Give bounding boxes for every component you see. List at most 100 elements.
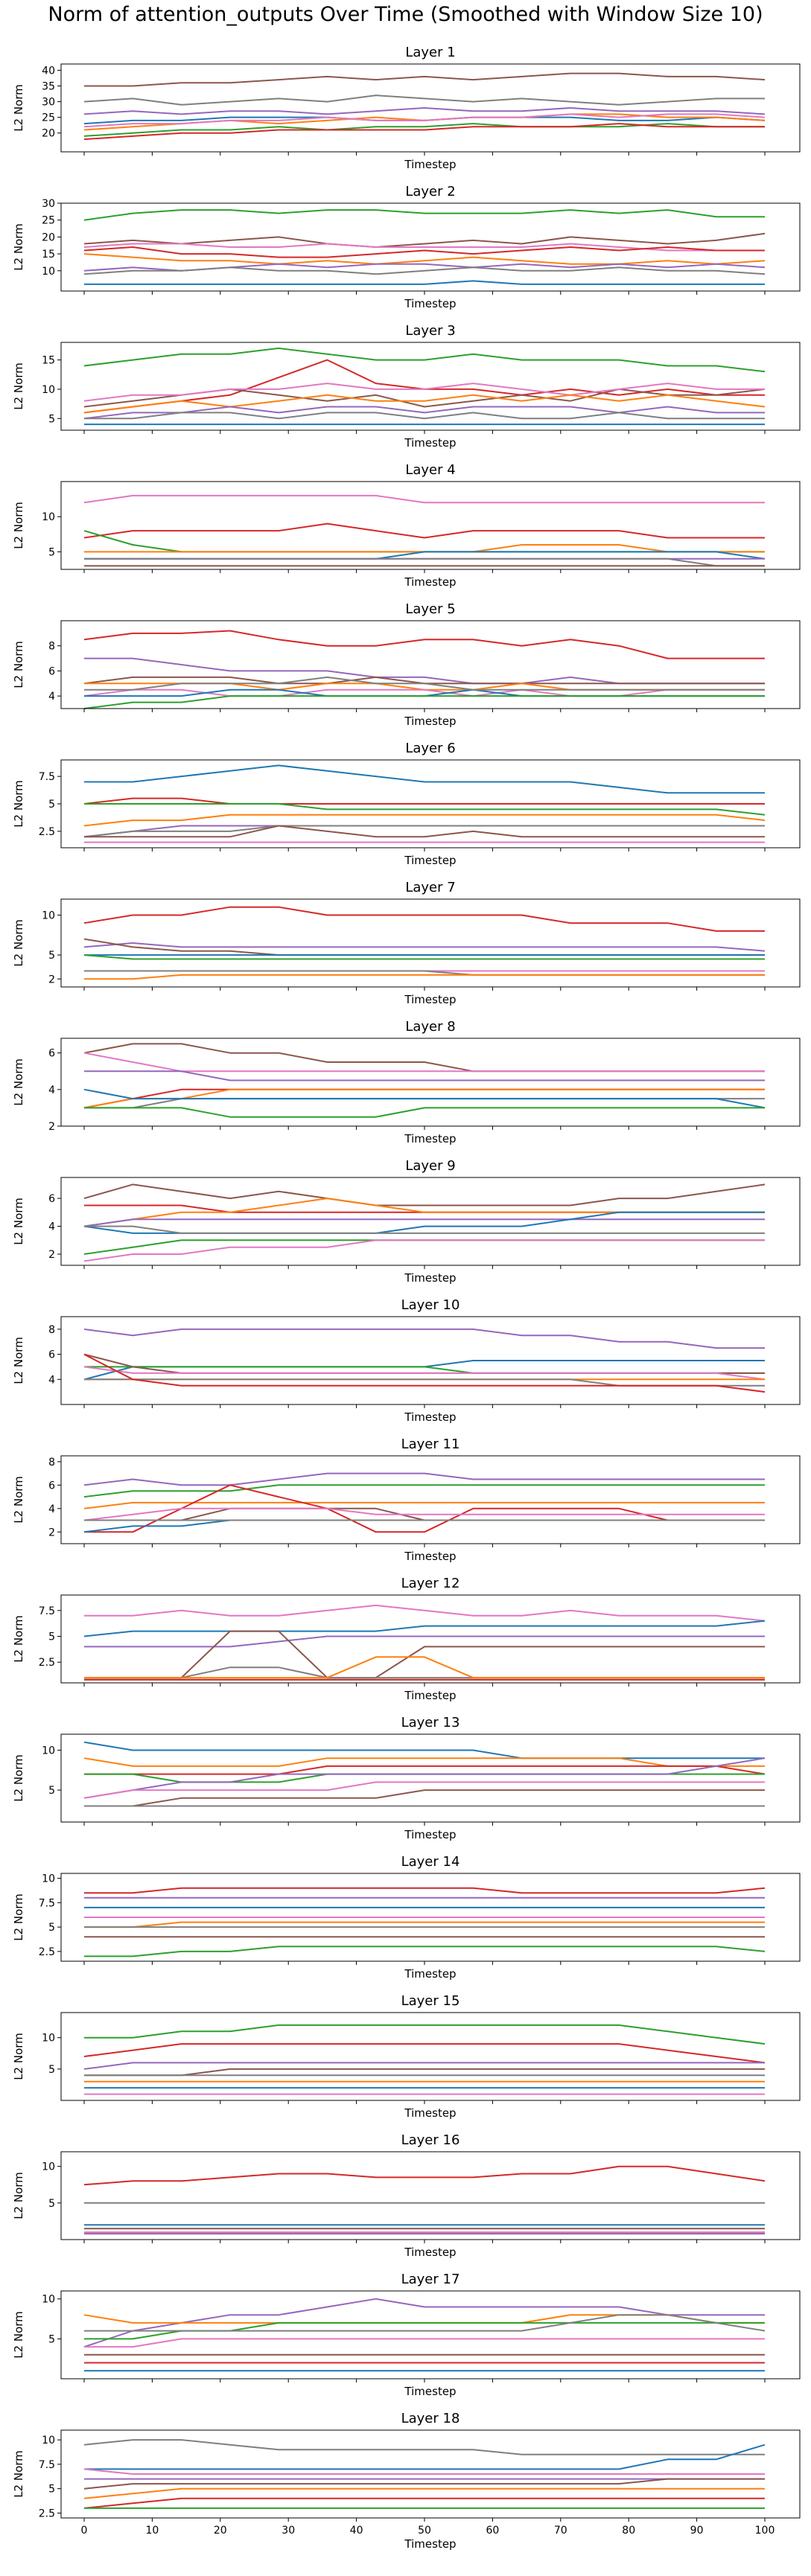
series-line	[83, 232, 766, 248]
x-axis-label: Timestep	[404, 158, 456, 171]
series-line	[84, 1789, 765, 1807]
x-tick-label: 60	[486, 2525, 499, 2537]
plot-frame	[60, 1873, 801, 1962]
series-line	[83, 2298, 765, 2348]
x-axis-label: Timestep	[404, 436, 456, 450]
y-tick-label: 10	[42, 384, 55, 396]
y-tick-label: 4	[48, 1374, 55, 1386]
x-axis-label: Timestep	[404, 715, 456, 728]
subplot-9: Layer 9 2 4 6 Timestep L2 Norm	[12, 1158, 801, 1285]
series-line	[83, 1472, 765, 1486]
y-tick-label: 2.5	[39, 1946, 55, 1958]
subplot-15: Layer 15 5 10 Timestep L2 Norm	[12, 1993, 801, 2120]
series-line	[83, 243, 765, 252]
x-tick-label: 30	[282, 2525, 295, 2537]
plot-frame	[60, 202, 801, 292]
y-tick-label: 8	[48, 1457, 55, 1468]
x-axis-label: Timestep	[404, 1271, 456, 1285]
series-line	[83, 1781, 765, 1799]
subplot-title: Layer 4	[405, 462, 455, 478]
x-axis-label: Timestep	[404, 1410, 456, 1424]
subplot-3: Layer 3 5 10 15 Timestep L2 Norm	[12, 323, 801, 450]
series-line	[84, 1604, 766, 1622]
subplot-title: Layer 5	[405, 601, 455, 617]
subplot-title: Layer 6	[405, 741, 455, 756]
series-line	[83, 123, 765, 137]
plot-frame	[60, 2012, 801, 2101]
subplot-14: Layer 14 2.5 5 7.5 10 Timestep L2 Norm	[12, 1854, 801, 1981]
subplot-title: Layer 18	[401, 2411, 460, 2426]
y-tick-label: 10	[42, 1745, 55, 1757]
series-line	[83, 2062, 765, 2070]
y-tick-label: 10	[42, 2033, 55, 2045]
x-axis-label: Timestep	[404, 575, 456, 589]
subplot-title: Layer 17	[401, 2272, 460, 2287]
series-line	[83, 1183, 766, 1206]
series-line	[83, 494, 765, 504]
subplot-title: Layer 1	[405, 45, 455, 60]
subplot-7: Layer 7 2 5 10 Timestep L2 Norm	[12, 880, 801, 1006]
subplot-title: Layer 7	[405, 880, 455, 895]
series-line	[84, 803, 766, 816]
x-axis-label: Timestep	[404, 993, 456, 1006]
subplot-title: Layer 8	[405, 1019, 455, 1035]
y-axis-label: L2 Norm	[12, 1476, 25, 1524]
y-axis-label: L2 Norm	[12, 502, 25, 549]
y-tick-label: 10	[42, 2435, 55, 2446]
x-axis-label: Timestep	[404, 2246, 456, 2259]
series-line	[83, 1484, 765, 1498]
x-axis-label: Timestep	[404, 1689, 456, 1702]
series-line	[83, 107, 766, 115]
plot-frame	[60, 481, 801, 570]
x-axis-label: Timestep	[404, 2385, 456, 2398]
subplot-12: Layer 12 2.5 5 7.5 Timestep L2 Norm	[12, 1576, 801, 1702]
series-line	[84, 1887, 766, 1894]
y-tick-label: 6	[48, 1048, 55, 1060]
series-line	[83, 1757, 765, 1767]
x-tick-label: 20	[214, 2525, 227, 2537]
y-axis-label: L2 Norm	[12, 1058, 25, 1106]
subplot-title: Layer 3	[405, 323, 455, 339]
series-line	[84, 1635, 765, 1648]
series-line	[83, 630, 765, 659]
subplot-title: Layer 10	[401, 1297, 460, 1313]
y-tick-label: 7.5	[39, 771, 55, 783]
y-axis-label: L2 Norm	[12, 223, 25, 271]
y-tick-label: 10	[42, 266, 55, 278]
y-axis-label: L2 Norm	[12, 919, 25, 967]
x-axis-label: Timestep	[404, 2537, 456, 2551]
series-line	[84, 676, 765, 691]
plot-frame	[60, 63, 801, 153]
subplot-10: Layer 10 4 6 8 Timestep L2 Norm	[12, 1297, 801, 1424]
x-axis-label: Timestep	[404, 2106, 456, 2120]
x-tick-label: 10	[145, 2525, 159, 2537]
y-axis-label: L2 Norm	[12, 2172, 25, 2219]
subplot-13: Layer 13 5 10 Timestep L2 Norm	[12, 1715, 801, 1841]
y-tick-label: 2.5	[39, 2508, 55, 2519]
subplot-title: Layer 12	[401, 1576, 460, 1591]
series-line	[84, 1107, 765, 1118]
y-tick-label: 7.5	[39, 1897, 55, 1909]
y-tick-label: 10	[42, 511, 55, 523]
series-line	[84, 1773, 765, 1783]
y-axis-label: L2 Norm	[12, 362, 25, 410]
series-line	[83, 1620, 766, 1637]
series-line	[84, 1070, 765, 1081]
series-line	[83, 688, 765, 697]
y-tick-label: 10	[42, 1873, 55, 1885]
series-line	[83, 209, 765, 221]
series-line	[84, 825, 765, 838]
plot-frame	[60, 2429, 801, 2519]
y-tick-label: 25	[42, 112, 55, 124]
x-axis-label: Timestep	[404, 854, 456, 867]
series-line	[83, 906, 765, 932]
x-axis-label: Timestep	[404, 297, 456, 310]
y-tick-label: 15	[42, 355, 55, 367]
x-axis-label: Timestep	[404, 1828, 456, 1841]
plot-frame	[60, 1038, 801, 1127]
plot-frame	[60, 898, 801, 988]
series-line	[83, 359, 765, 414]
series-line	[84, 2338, 765, 2348]
series-line	[84, 1630, 765, 1679]
y-tick-label: 6	[48, 1480, 55, 1492]
